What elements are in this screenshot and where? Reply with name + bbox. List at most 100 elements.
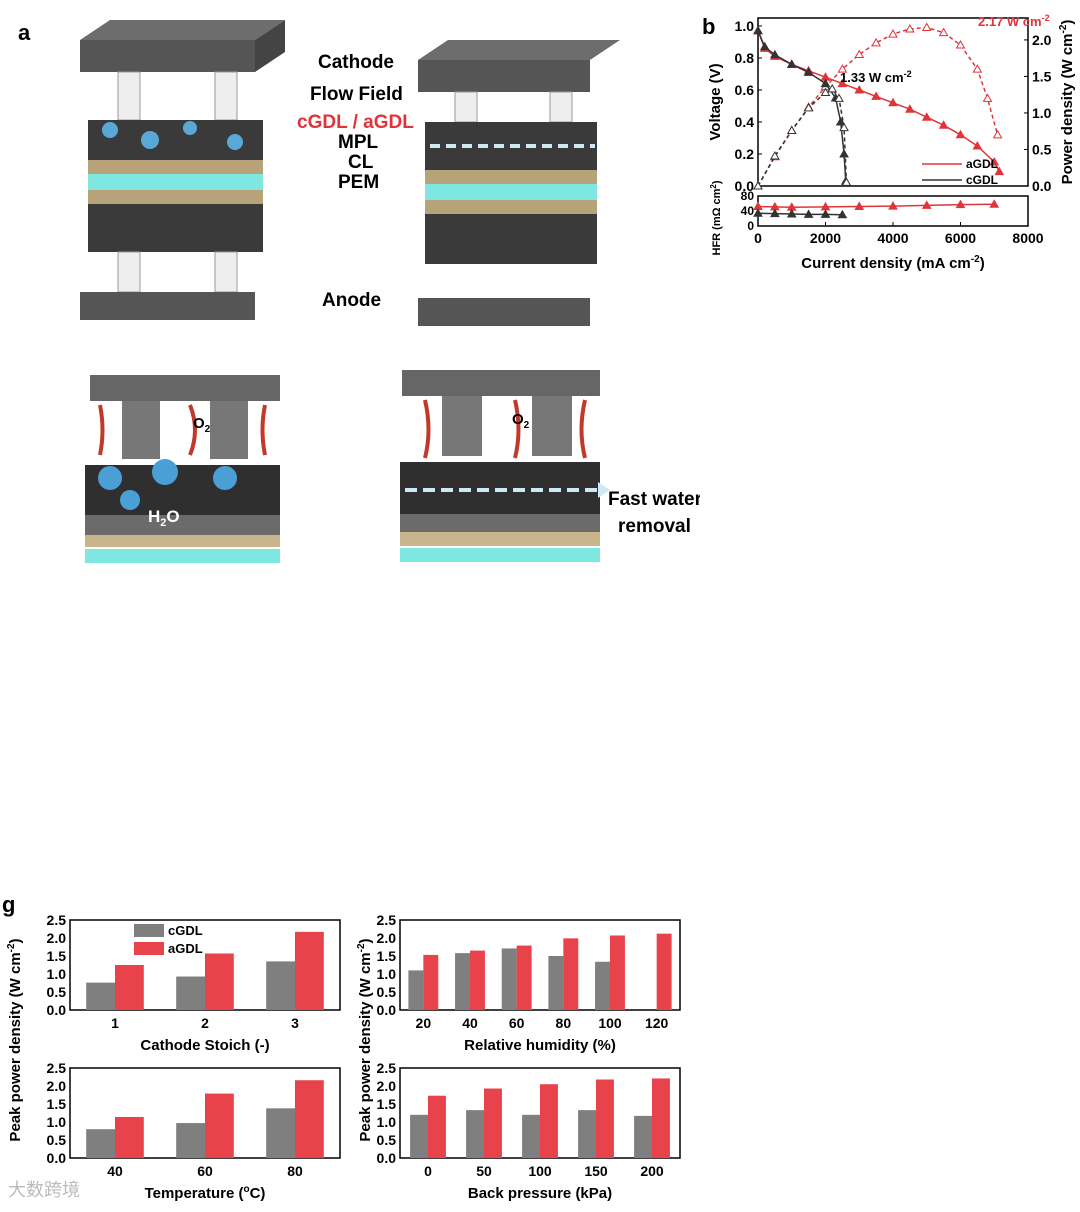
g1-bar-aGDL-3 xyxy=(295,931,324,1010)
g4-bar-cGDL-50 xyxy=(466,1110,484,1158)
cGDL-power-point xyxy=(841,177,852,186)
y-tick-label: 0.2 xyxy=(735,146,755,162)
watermark: 大数跨境 xyxy=(8,1180,80,1200)
g1-bar-cGDL-1 xyxy=(86,982,115,1010)
y-tick-label: 0.6 xyxy=(735,82,755,98)
g2-x-tick-label: 80 xyxy=(556,1015,572,1031)
x-tick-label: 2000 xyxy=(810,230,841,246)
cGDL-voltage-point xyxy=(839,148,849,158)
aGDL-power-point xyxy=(972,64,983,73)
aGDL-power-point xyxy=(888,29,898,38)
cGDL-power-point xyxy=(827,83,838,93)
g3-x-axis-label-sup: o xyxy=(243,1184,249,1195)
shared-y-axis-label-end: ) xyxy=(7,938,24,943)
g2-bar-cGDL-40 xyxy=(455,953,470,1010)
legend-label-cGDL: cGDL xyxy=(966,173,998,187)
hfr-axis-label-end: ) xyxy=(711,180,723,184)
g3-y-tick-label: 0.0 xyxy=(47,1150,67,1166)
g4-x-axis-label: Back pressure (kPa) xyxy=(468,1185,612,1202)
g2-y-tick-label: 2.0 xyxy=(377,930,397,946)
cGDL-voltage-point xyxy=(835,116,846,126)
g1-bar-aGDL-2 xyxy=(205,953,234,1010)
hfr-frame xyxy=(757,195,1029,227)
y2-axis-label-end: ) xyxy=(1059,20,1076,25)
g2-y-tick-label: 0.5 xyxy=(377,984,397,1000)
cGDL-hfr-point xyxy=(753,208,763,217)
g3-x-tick-label: 80 xyxy=(287,1163,303,1179)
g1-y-tick-label: 2.0 xyxy=(47,930,67,946)
plot-frame xyxy=(757,17,1029,187)
aGDL-voltage-point xyxy=(972,140,983,150)
g2-bar-cGDL-20 xyxy=(408,970,424,1010)
x-axis-label-sup: -2 xyxy=(971,254,980,265)
series-cGDL-voltage-line xyxy=(757,30,847,182)
aGDL-power-point xyxy=(955,40,966,49)
g3-x-tick-label: 60 xyxy=(197,1163,213,1179)
y2-axis-label-sup: -2 xyxy=(1058,24,1069,33)
aGDL-voltage-point xyxy=(837,78,848,88)
g2-y-tick-label: 1.5 xyxy=(377,948,397,964)
g2-x-tick-label: 120 xyxy=(645,1015,669,1031)
g1-bar-aGDL-1 xyxy=(115,965,144,1010)
g4-bar-aGDL-200 xyxy=(652,1078,670,1158)
y2-tick-label: 1.5 xyxy=(1032,68,1052,84)
g4-bar-cGDL-100 xyxy=(522,1114,540,1158)
cGDL-voltage-point xyxy=(753,25,763,35)
g4-y-tick-label: 2.5 xyxy=(377,1060,397,1076)
g4-bar-cGDL-200 xyxy=(634,1115,652,1158)
g3-y-tick-label: 1.5 xyxy=(47,1096,67,1112)
g3-y-tick-label: 2.5 xyxy=(47,1060,67,1076)
y-tick-label: 1.0 xyxy=(735,18,755,34)
cGDL-hfr-point xyxy=(803,209,814,218)
g3-y-tick-label: 0.5 xyxy=(47,1132,67,1148)
hfr-axis-label-sup: 2 xyxy=(709,184,718,189)
annotation-peak-cgdl: 1.33 W cm-2 xyxy=(840,69,912,85)
aGDL-power-point xyxy=(938,27,949,37)
g3-x-axis-label-end: C) xyxy=(250,1185,266,1202)
schematic-svg: a xyxy=(18,20,703,563)
label-flow-field: Flow Field xyxy=(310,84,403,105)
g1-y-tick-label: 1.0 xyxy=(47,966,67,982)
cGDL-voltage-point xyxy=(759,41,770,51)
series-aGDL-power-line xyxy=(757,26,999,187)
g2-y-tick-label: 1.0 xyxy=(377,966,397,982)
label-fast-water: Fast water xyxy=(608,489,700,510)
aGDL-voltage-point xyxy=(994,166,1005,176)
g2-x-tick-label: 40 xyxy=(462,1015,478,1031)
g3-bar-cGDL-60 xyxy=(176,1123,205,1158)
x-axis-label-end: ) xyxy=(980,255,985,272)
label-gdl: cGDL / aGDL xyxy=(297,112,414,133)
label-o2-left: O2 xyxy=(193,415,211,435)
g3-bar-cGDL-40 xyxy=(86,1129,115,1158)
g2-bar-aGDL-100 xyxy=(610,935,625,1010)
label-cathode: Cathode xyxy=(318,52,394,73)
label-o2-right: O2 xyxy=(512,411,530,431)
panel-a-schematic: a xyxy=(0,0,703,580)
cGDL-power-point xyxy=(820,87,831,97)
annotation-sup: -2 xyxy=(1042,13,1050,23)
g1-y-tick-label: 1.5 xyxy=(47,948,67,964)
g2-bar-cGDL-60 xyxy=(501,948,517,1010)
y2-tick-label: 1.0 xyxy=(1032,105,1052,121)
shared-y-axis-label-1: Peak power density (W cm-2) xyxy=(356,938,374,1141)
left-zoom-view: O2 H2O xyxy=(85,375,280,563)
aGDL-hfr-point xyxy=(989,199,1000,208)
legend-swatch-aGDL xyxy=(134,942,164,955)
g1-y-tick-label: 0.5 xyxy=(47,984,67,1000)
shared-y-axis-label-0: Peak power density (W cm-2) xyxy=(6,938,24,1141)
legend-label-aGDL: aGDL xyxy=(966,157,998,171)
legend-label-cGDL: cGDL xyxy=(168,923,203,938)
label-mpl: MPL xyxy=(338,132,379,153)
g3-bar-aGDL-40 xyxy=(115,1116,144,1158)
cGDL-hfr-point xyxy=(770,208,780,218)
aGDL-hfr-point xyxy=(955,199,966,209)
g1-x-tick-label: 1 xyxy=(111,1015,119,1031)
y2-tick-label: 0.5 xyxy=(1032,141,1052,157)
g1-x-tick-label: 3 xyxy=(291,1015,299,1031)
cGDL-power-point xyxy=(839,122,849,132)
cGDL-power-point xyxy=(834,93,844,102)
cGDL-hfr-point xyxy=(837,209,848,219)
cGDL-voltage-point xyxy=(786,59,797,68)
x-tick-label: 6000 xyxy=(945,230,976,246)
g2-x-tick-label: 100 xyxy=(598,1015,622,1031)
